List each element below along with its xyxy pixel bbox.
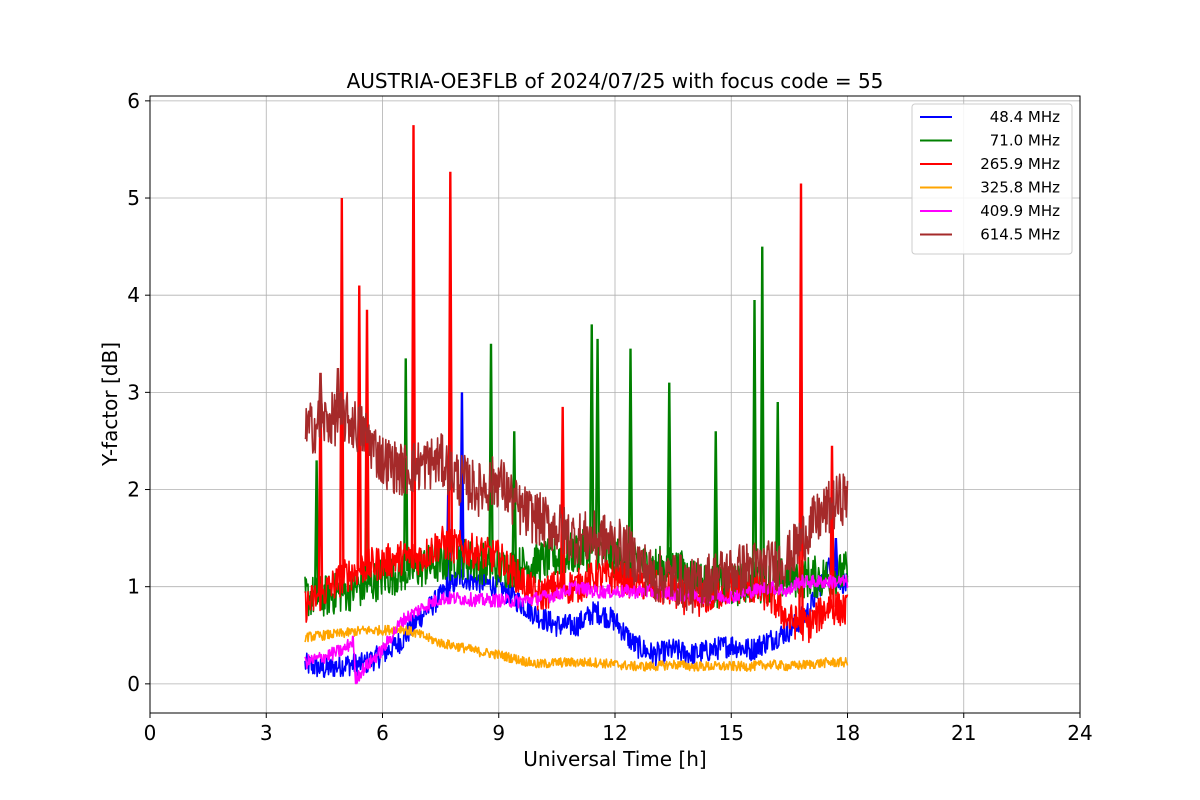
x-tick-label: 12: [602, 721, 627, 745]
x-tick-label: 6: [376, 721, 389, 745]
series-spike: [339, 198, 345, 579]
series-path: [304, 557, 849, 678]
series-spike: [594, 338, 601, 549]
x-axis-label: Universal Time [h]: [523, 747, 706, 771]
y-tick-label: 1: [127, 575, 140, 599]
x-tick-label: 3: [260, 721, 273, 745]
series-spike: [410, 125, 417, 558]
series-spike: [403, 358, 409, 572]
x-tick-label: 18: [835, 721, 860, 745]
legend-label: 614.5 MHz: [980, 226, 1060, 244]
x-tick-label: 9: [492, 721, 505, 745]
series-path: [304, 525, 849, 644]
x-axis: 0 3 6 9 12 15 18 21 24: [144, 713, 1093, 745]
series-line: [304, 368, 849, 614]
series-spike: [751, 300, 758, 582]
series-spike: [829, 445, 835, 608]
series-spike: [759, 246, 765, 582]
series-spike: [356, 285, 362, 570]
legend-label: 71.0 MHz: [990, 132, 1060, 150]
series-spike: [833, 538, 839, 576]
legend-label: 265.9 MHz: [980, 155, 1060, 173]
series-spike: [317, 372, 324, 424]
legend: 48.4 MHz 71.0 MHz 265.9 MHz 325.8 MHz 409.9 …: [911, 103, 1073, 255]
series-line: [304, 574, 849, 685]
series-spike: [798, 183, 804, 624]
series-spike: [666, 382, 672, 568]
chart-title: AUSTRIA-OE3FLB of 2024/07/25 with focus …: [347, 69, 884, 93]
series-line: [304, 624, 849, 672]
series-path: [304, 391, 849, 614]
series-spike: [335, 368, 341, 419]
series-spike: [627, 348, 634, 562]
y-tick-label: 4: [127, 283, 140, 307]
series-spike: [364, 309, 370, 567]
plot-lines: [304, 125, 849, 685]
y-axis: 0 1 2 3 4 5 6: [127, 89, 150, 696]
y-tick-label: 3: [127, 380, 140, 404]
series-line: [304, 125, 849, 644]
series-spike: [713, 431, 719, 587]
series-spike: [447, 171, 454, 546]
legend-label: 409.9 MHz: [980, 202, 1060, 220]
y-tick-label: 6: [127, 89, 140, 113]
x-tick-label: 21: [951, 721, 976, 745]
series-path: [304, 574, 849, 685]
y-axis-label: Y-factor [dB]: [98, 342, 122, 467]
x-tick-label: 0: [144, 721, 157, 745]
y-tick-label: 2: [127, 478, 140, 502]
y-tick-label: 0: [127, 672, 140, 696]
series-spike: [313, 460, 320, 597]
y-tick-label: 5: [127, 186, 140, 210]
series-path: [304, 624, 849, 672]
legend-label: 48.4 MHz: [990, 108, 1060, 126]
legend-label: 325.8 MHz: [980, 179, 1060, 197]
series-spike: [459, 392, 465, 578]
x-tick-label: 24: [1067, 721, 1092, 745]
x-tick-label: 15: [719, 721, 744, 745]
series-spike: [775, 402, 781, 580]
series-spike: [589, 324, 595, 549]
series-line: [304, 246, 849, 617]
